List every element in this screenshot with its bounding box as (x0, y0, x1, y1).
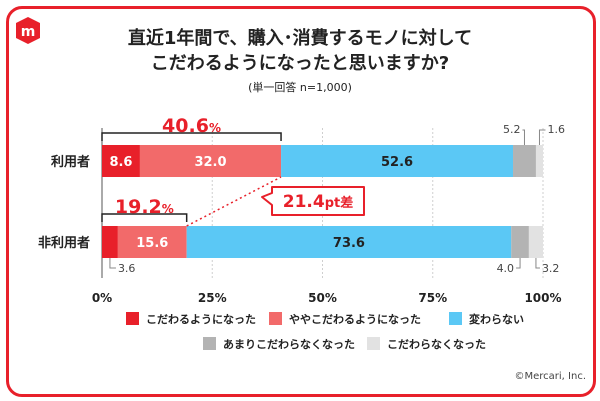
legend-label: 変わらない (469, 312, 524, 326)
legend-swatch (269, 312, 282, 325)
data-label: 1.6 (547, 123, 565, 136)
legend-swatch (126, 312, 139, 325)
x-tick-label: 50% (308, 291, 337, 305)
data-label: 5.2 (503, 123, 521, 136)
legend-swatch (449, 312, 462, 325)
total-bracket (101, 213, 188, 222)
legend-label: こだわらなくなった (387, 338, 486, 351)
group-total-label: 40.6% (162, 115, 221, 137)
leader-line (109, 258, 116, 269)
bar-segment (102, 145, 140, 177)
total-bracket (101, 132, 282, 141)
legend-label: ややこだわるようになった (289, 313, 421, 326)
bar-segment (139, 145, 282, 177)
chart-title: 直近1年間で、購入･消費するモノに対して こだわるようになったと思いますか? (0, 26, 600, 76)
data-label: 73.6 (333, 236, 365, 251)
mercari-logo-icon: m (16, 17, 40, 44)
data-label: 15.6 (136, 236, 168, 251)
x-tick-label: 100% (524, 291, 561, 305)
bar-segment (102, 226, 118, 258)
leader-line (535, 258, 540, 269)
bar-segment (281, 145, 514, 177)
x-tick-label: 25% (198, 291, 227, 305)
bar-segment (513, 145, 536, 177)
data-label: 3.6 (118, 262, 136, 275)
leader-line (522, 129, 525, 145)
legend-label: あまりこだわらなくなった (223, 338, 355, 351)
data-label: 52.6 (381, 155, 413, 170)
category-label: 利用者 (51, 154, 90, 170)
data-label: 4.0 (497, 262, 515, 275)
chart-title-line2: こだわるようになったと思いますか? (150, 53, 450, 74)
chart-subtitle: (単一回答 n=1,000) (248, 81, 352, 94)
copyright: ©Mercari, Inc. (514, 371, 586, 382)
difference-label: 21.4pt差 (283, 192, 353, 212)
bar-segment (528, 226, 543, 258)
bar-segment (511, 226, 529, 258)
svg-text:m: m (21, 24, 36, 40)
legend-label: こだわるようになった (146, 313, 256, 326)
difference-callout (261, 186, 365, 216)
x-tick-label: 0% (92, 291, 112, 305)
leader-line (516, 258, 521, 269)
data-label: 8.6 (109, 155, 132, 170)
bar-segment (117, 226, 187, 258)
data-label: 3.2 (542, 262, 560, 275)
group-total-label: 19.2% (115, 196, 174, 218)
legend-swatch (367, 337, 380, 350)
leader-line (538, 129, 546, 145)
data-label: 32.0 (194, 155, 226, 170)
category-label: 非利用者 (38, 235, 90, 251)
x-tick-label: 75% (418, 291, 447, 305)
chart-title-line1: 直近1年間で、購入･消費するモノに対して (127, 28, 473, 49)
bar-segment (186, 226, 512, 258)
bar-segment (535, 145, 543, 177)
legend-swatch (203, 337, 216, 350)
